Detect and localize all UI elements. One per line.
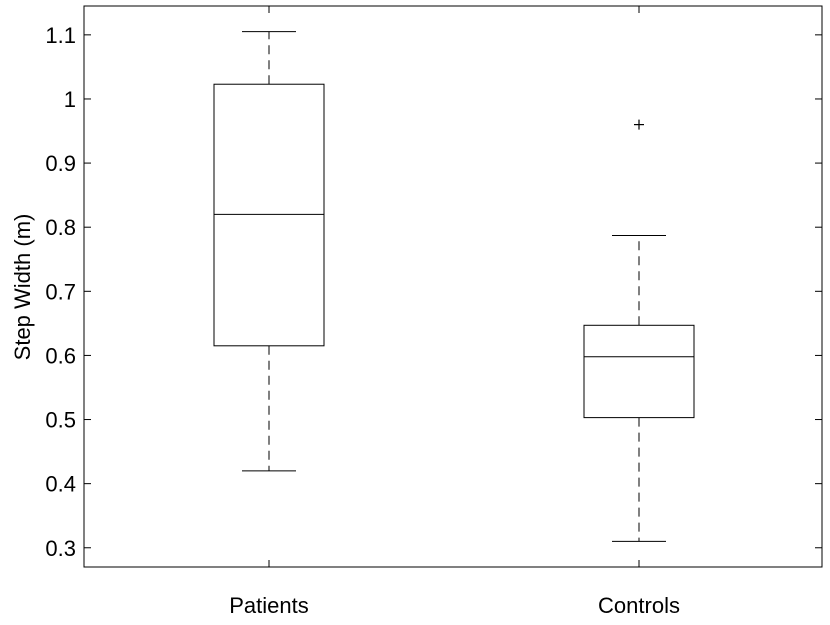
x-tick-label: Controls — [598, 593, 680, 618]
interquartile-box — [213, 83, 325, 347]
y-tick-label: 0.9 — [45, 151, 76, 176]
box-patients — [213, 31, 325, 472]
y-tick-label: 1.1 — [45, 23, 76, 48]
y-tick-label: 0.5 — [45, 408, 76, 433]
y-tick-label: 0.8 — [45, 215, 76, 240]
box-controls — [583, 119, 695, 542]
x-axis: Patients Controls — [229, 6, 680, 618]
y-tick-label: 0.7 — [45, 279, 76, 304]
y-tick-label: 0.4 — [45, 472, 76, 497]
boxes — [213, 31, 695, 542]
y-tick-label: 0.3 — [45, 536, 76, 561]
y-axis-label: Step Width (m) — [10, 214, 35, 361]
interquartile-box — [583, 324, 695, 419]
y-tick-label: 0.6 — [45, 343, 76, 368]
y-tick-label: 1 — [64, 87, 76, 112]
y-axis: 0.3 0.4 0.5 0.6 0.7 0.8 0.9 1 1.1 — [45, 23, 822, 561]
x-tick-label: Patients — [229, 593, 309, 618]
plot-area — [83, 5, 823, 568]
outlier-marker — [634, 119, 644, 130]
